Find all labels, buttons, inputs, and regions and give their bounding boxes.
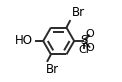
Text: O: O (85, 29, 94, 39)
Text: O: O (85, 43, 94, 53)
Text: Br: Br (71, 6, 85, 19)
Text: HO: HO (15, 35, 33, 47)
Text: Cl: Cl (79, 45, 90, 55)
Text: Br: Br (46, 63, 59, 76)
Text: S: S (81, 35, 88, 47)
